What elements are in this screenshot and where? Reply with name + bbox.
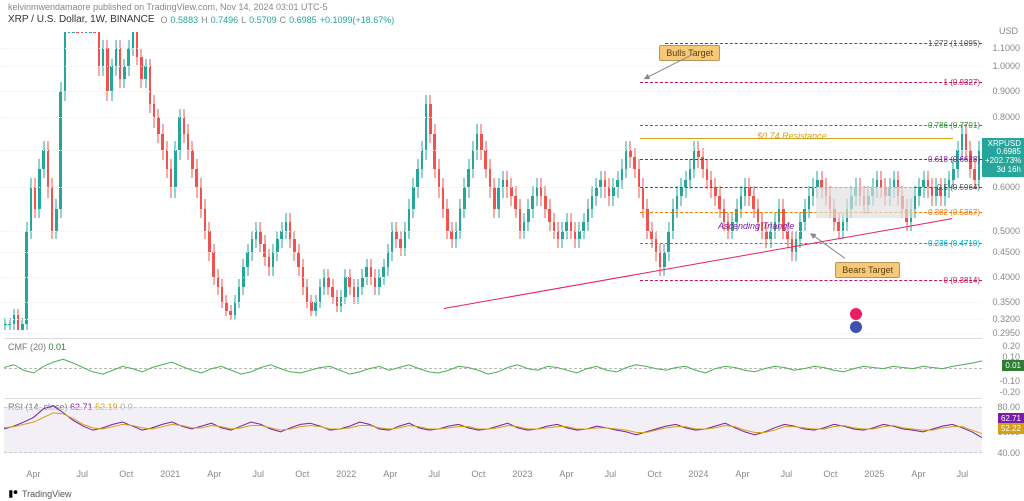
x-tick: Jul <box>429 469 441 479</box>
shade-zone <box>816 187 914 218</box>
x-tick: 2022 <box>336 469 356 479</box>
y-tick: 0.9000 <box>992 86 1020 96</box>
rsi-value-badge: 52.22 <box>998 423 1024 434</box>
x-tick: Oct <box>823 469 837 479</box>
fib-level[interactable]: 0.5 (0.5964) <box>640 187 982 188</box>
x-tick: 2021 <box>160 469 180 479</box>
rsi-panel[interactable]: RSI (14, close) 62.71 52.19 0 0 <box>4 400 982 458</box>
x-tick: 2023 <box>512 469 532 479</box>
y-tick: 0.3200 <box>992 314 1020 324</box>
publish-info: kelvinmwendamaore published on TradingVi… <box>8 2 328 12</box>
fib-level[interactable]: 1.272 (1.1095) <box>665 43 982 44</box>
callout-label[interactable]: Bulls Target <box>659 45 720 61</box>
fib-level[interactable]: 0.618 (0.6628) <box>640 159 982 160</box>
x-tick: Oct <box>647 469 661 479</box>
symbol-row: XRP / U.S. Dollar, 1W, BINANCE O0.5883 H… <box>8 14 394 25</box>
x-tick: Apr <box>26 469 40 479</box>
x-tick: Apr <box>207 469 221 479</box>
x-tick: Jul <box>605 469 617 479</box>
y-tick: 0.6000 <box>992 182 1020 192</box>
annotation-text: $0.74 Resistance <box>757 131 827 141</box>
y-tick: 0.8000 <box>992 112 1020 122</box>
y-tick: 0.2950 <box>992 328 1020 338</box>
y-tick: 0.5000 <box>992 226 1020 236</box>
y-tick: 0.4000 <box>992 272 1020 282</box>
x-tick: 2025 <box>864 469 884 479</box>
x-tick: Apr <box>911 469 925 479</box>
indicator-icon-1[interactable] <box>850 308 862 320</box>
cmf-panel[interactable]: CMF (20) 0.01 <box>4 340 982 395</box>
y-tick: 0.3500 <box>992 297 1020 307</box>
x-tick: Apr <box>735 469 749 479</box>
rsi-value-badge: 62.71 <box>998 413 1024 424</box>
x-tick: Apr <box>559 469 573 479</box>
ohlc-values: O0.5883 H0.7496 L0.5709 C0.6985 +0.1099(… <box>161 15 395 25</box>
x-tick: 2024 <box>688 469 708 479</box>
y-tick: 1.1000 <box>992 43 1020 53</box>
fib-level[interactable]: 1 (0.9327) <box>640 82 982 83</box>
symbol-name[interactable]: XRP / U.S. Dollar, 1W, BINANCE <box>8 14 155 25</box>
price-y-axis: USD 1.10001.00000.90000.80000.70000.6000… <box>982 26 1024 336</box>
callout-label[interactable]: Bears Target <box>835 262 900 278</box>
x-tick: Oct <box>119 469 133 479</box>
indicator-icon-2[interactable] <box>850 321 862 333</box>
price-chart[interactable] <box>4 26 982 336</box>
x-tick: Oct <box>471 469 485 479</box>
fib-level[interactable]: 0 (0.3814) <box>640 280 982 281</box>
tradingview-logo[interactable]: TradingView <box>8 489 72 499</box>
x-tick: Jul <box>253 469 265 479</box>
y-tick: 1.0000 <box>992 61 1020 71</box>
x-tick: Apr <box>383 469 397 479</box>
x-tick: Jul <box>957 469 969 479</box>
cmf-value-badge: 0.01 <box>1002 360 1024 371</box>
x-tick: Oct <box>295 469 309 479</box>
price-tag: XRPUSD0.6985+202.73%3d 16h <box>982 138 1024 177</box>
annotation-text: Ascending Triangle <box>718 221 794 231</box>
tv-logo-icon <box>8 489 18 499</box>
currency-label: USD <box>999 26 1018 36</box>
fib-level[interactable]: 0.382 (0.5367) <box>640 212 982 213</box>
time-x-axis: Apr Jul Oct 2021 Apr Jul Oct 2022 Apr Jul Oct 2023 A… <box>4 469 982 483</box>
x-tick: Jul <box>781 469 793 479</box>
cmf-line <box>4 340 982 395</box>
rsi-line <box>4 400 982 458</box>
fib-level[interactable]: 0.786 (0.7701) <box>640 125 982 126</box>
y-tick: 0.4500 <box>992 247 1020 257</box>
x-tick: Jul <box>76 469 88 479</box>
